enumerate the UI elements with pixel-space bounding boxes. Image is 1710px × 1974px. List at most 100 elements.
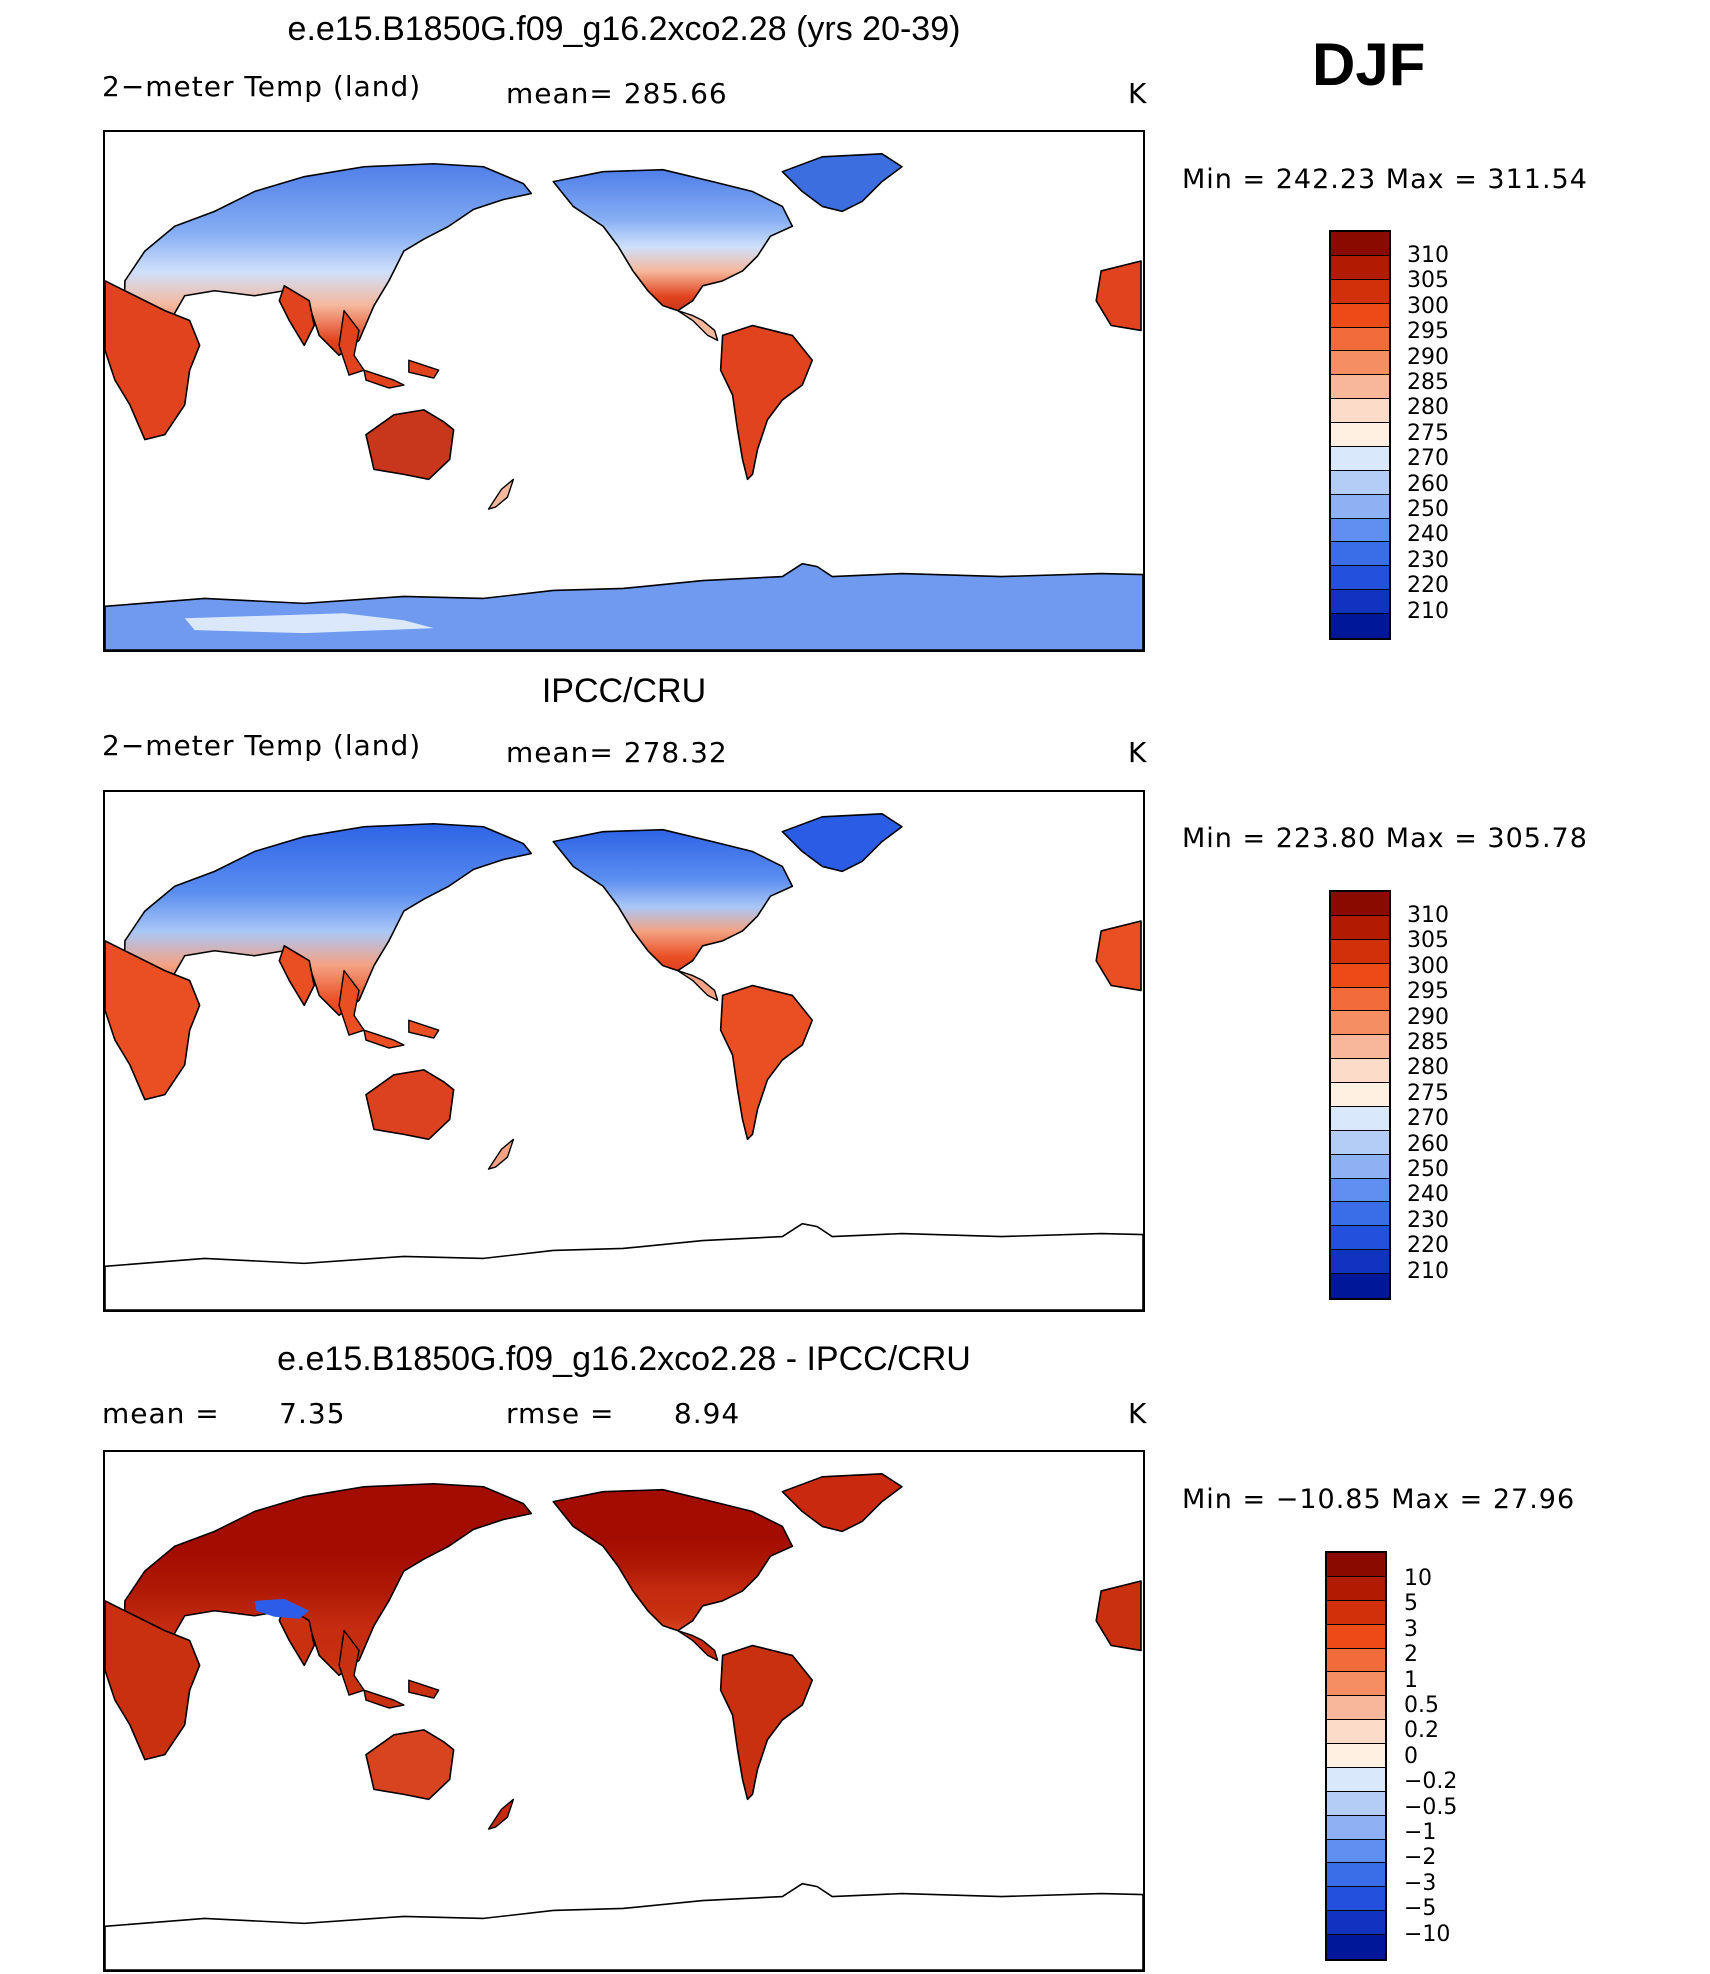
- colorbar-tick-label: 285: [1407, 1030, 1449, 1056]
- colorbar-swatch: [1331, 1250, 1389, 1274]
- land-region: [487, 1138, 515, 1170]
- colorbar-swatch: [1327, 1624, 1385, 1649]
- colorbar-swatch: [1331, 892, 1389, 916]
- panel-2-max-label: Max: [1385, 823, 1445, 854]
- panel-2-map-svg: [105, 813, 1143, 1310]
- colorbar-tick-label: 280: [1407, 1055, 1449, 1081]
- land-region: [552, 168, 794, 312]
- panel-1-colorbar-labels: 310 305 300 295 290 285 280 275 270 260 250 240 230 2…: [1407, 243, 1449, 624]
- land-region: [278, 1605, 315, 1667]
- colorbar-tick-label: 210: [1407, 598, 1449, 624]
- colorbar-tick-label: 230: [1407, 547, 1449, 573]
- colorbar-tick-label: 2: [1404, 1642, 1418, 1668]
- colorbar-swatch: [1331, 590, 1389, 614]
- panel-3-unit-label: K: [1128, 1397, 1148, 1430]
- panel-1-map-svg: [105, 153, 1143, 650]
- colorbar-tick-label: −5: [1404, 1896, 1437, 1922]
- land-region: [719, 984, 814, 1141]
- colorbar-tick-label: 280: [1407, 395, 1449, 421]
- colorbar-swatch: [1331, 255, 1389, 280]
- colorbar-swatch: [1331, 1202, 1389, 1227]
- colorbar-tick-label: 1: [1404, 1667, 1418, 1693]
- colorbar-tick-label: 260: [1407, 471, 1449, 497]
- colorbar-tick-label: 250: [1407, 497, 1449, 523]
- colorbar-swatch: [1331, 1106, 1389, 1131]
- colorbar-swatch: [1331, 232, 1389, 256]
- land-region: [677, 309, 719, 342]
- panel-1-variable-label: 2−meter Temp (land): [102, 70, 422, 103]
- panel-1-mean-label: mean= 285.66: [506, 77, 728, 110]
- colorbar-tick-label: −0.5: [1404, 1794, 1458, 1820]
- colorbar-tick-label: 5: [1404, 1591, 1418, 1617]
- land-region: [105, 940, 201, 1101]
- panel-1-title: e.e15.B1850G.f09_g16.2xco2.28 (yrs 20-39…: [287, 10, 961, 48]
- land-region: [677, 1629, 719, 1662]
- land-region: [781, 813, 903, 873]
- land-region: [363, 1689, 405, 1709]
- colorbar-swatch: [1331, 1083, 1389, 1107]
- colorbar-swatch: [1327, 1815, 1385, 1840]
- colorbar-swatch: [1331, 1178, 1389, 1203]
- panel-1-max-label: Max: [1385, 164, 1445, 195]
- panel-3-map-svg: [105, 1473, 1143, 1970]
- land-region: [105, 1222, 1143, 1310]
- colorbar-tick-label: −0.2: [1404, 1769, 1458, 1795]
- colorbar-tick-label: 295: [1407, 319, 1449, 345]
- colorbar-swatch: [1331, 1011, 1389, 1036]
- land-region: [254, 1598, 310, 1619]
- colorbar-swatch: [1331, 1059, 1389, 1083]
- land-region: [552, 828, 794, 972]
- land-region: [105, 280, 201, 441]
- colorbar-tick-label: 290: [1407, 1004, 1449, 1030]
- panel-3-title: e.e15.B1850G.f09_g16.2xco2.28 - IPCC/CRU: [277, 1340, 971, 1378]
- panel-1-min-value: 242.23: [1275, 164, 1377, 195]
- colorbar-swatch: [1331, 614, 1389, 638]
- panel-2-min-label: Min: [1182, 823, 1233, 854]
- colorbar-swatch: [1327, 1767, 1385, 1792]
- land-region: [105, 562, 1143, 650]
- panel-2-title: IPCC/CRU: [541, 672, 707, 710]
- panel-3-rmse-label: rmse = 8.94: [506, 1397, 741, 1430]
- colorbar-tick-label: 10: [1404, 1566, 1432, 1591]
- colorbar-swatch: [1331, 939, 1389, 964]
- panel-1-colorbar: [1329, 230, 1391, 640]
- colorbar-tick-label: 285: [1407, 370, 1449, 396]
- panel-2-colorbar: [1329, 890, 1391, 1300]
- land-region: [278, 945, 315, 1007]
- colorbar-swatch: [1327, 1791, 1385, 1816]
- colorbar-swatch: [1331, 518, 1389, 543]
- colorbar-tick-label: 275: [1407, 420, 1449, 446]
- land-region: [363, 369, 405, 389]
- land-region: [487, 1798, 515, 1830]
- colorbar-tick-label: 0.5: [1404, 1693, 1439, 1719]
- land-region: [363, 1029, 405, 1049]
- colorbar-swatch: [1327, 1935, 1385, 1959]
- panel-2-unit-label: K: [1128, 736, 1148, 769]
- panel-3-colorbar-labels: 10 5 3 2 1 0.5 0.2 0 −0.2 −0.5 −1 −2 −3 −5 −10: [1404, 1566, 1457, 1947]
- colorbar-tick-label: 220: [1407, 1233, 1449, 1259]
- land-region: [408, 359, 440, 379]
- colorbar-swatch: [1331, 446, 1389, 471]
- colorbar-swatch: [1331, 375, 1389, 400]
- colorbar-swatch: [1331, 987, 1389, 1012]
- colorbar-swatch: [1331, 1035, 1389, 1060]
- colorbar-swatch: [1331, 1226, 1389, 1251]
- season-label: DJF: [1312, 31, 1426, 98]
- colorbar-swatch: [1331, 279, 1389, 304]
- colorbar-tick-label: 300: [1407, 293, 1449, 319]
- colorbar-tick-label: −2: [1404, 1845, 1437, 1871]
- colorbar-tick-label: 210: [1407, 1258, 1449, 1284]
- colorbar-swatch: [1327, 1672, 1385, 1697]
- colorbar-swatch: [1331, 963, 1389, 988]
- land-region: [781, 1473, 903, 1533]
- colorbar-tick-label: 230: [1407, 1207, 1449, 1233]
- land-region: [105, 1600, 201, 1761]
- panel-2-colorbar-labels: 310 305 300 295 290 285 280 275 270 260 250 240 230 2…: [1407, 903, 1449, 1284]
- land-region: [1095, 1580, 1142, 1652]
- panel-3-min-label: Min: [1182, 1484, 1233, 1515]
- panel-1-unit-label: K: [1128, 77, 1148, 110]
- colorbar-swatch: [1327, 1863, 1385, 1888]
- panel-2-max-value: 305.78: [1487, 823, 1588, 854]
- colorbar-tick-label: 250: [1407, 1157, 1449, 1183]
- panel-2-mean-label: mean= 278.32: [506, 736, 728, 769]
